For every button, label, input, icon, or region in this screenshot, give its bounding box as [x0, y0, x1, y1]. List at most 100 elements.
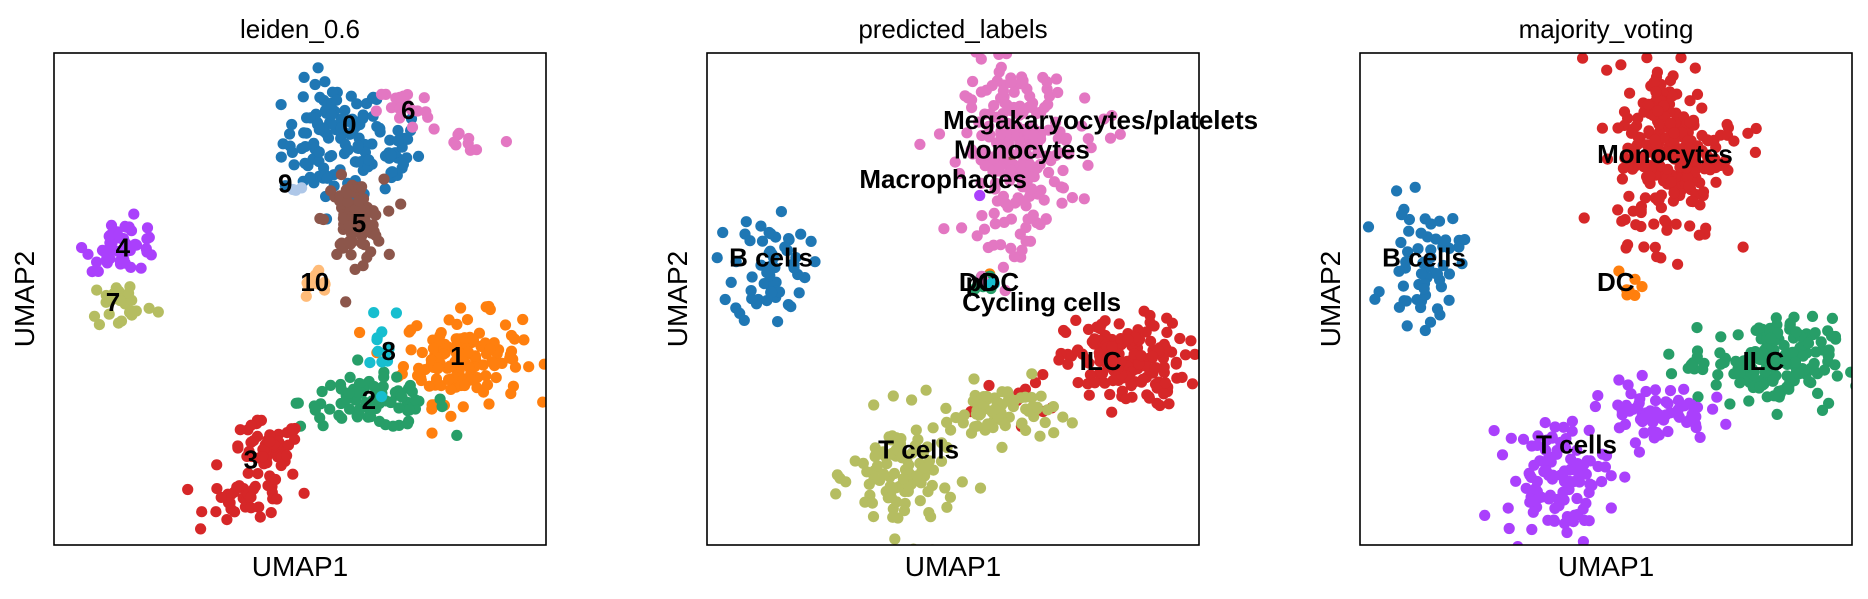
point-monocytes — [1027, 97, 1039, 109]
point-t-cells — [867, 510, 880, 523]
point-ilc — [1146, 350, 1158, 363]
point-2 — [343, 387, 355, 399]
point-t-cells — [1619, 471, 1631, 483]
point-t-cells — [885, 491, 898, 503]
point-t-cells — [1625, 388, 1637, 400]
point-b-cells — [1443, 294, 1455, 306]
point-monocytes — [995, 128, 1007, 140]
point-t-cells — [982, 418, 994, 430]
point-monocytes — [1045, 155, 1057, 167]
point-3 — [221, 514, 233, 526]
y-axis-label: UMAP2 — [9, 251, 40, 347]
point-t-cells — [918, 462, 931, 474]
point-0 — [298, 127, 310, 139]
point-ilc — [1783, 383, 1795, 395]
point-t-cells — [1641, 411, 1653, 423]
point-2 — [316, 385, 328, 398]
points-group — [711, 53, 1199, 545]
point-monocytes — [989, 218, 1001, 230]
point-monocytes — [1668, 127, 1680, 139]
point-monocytes — [1042, 98, 1054, 111]
point-monocytes — [1683, 142, 1695, 154]
point-1 — [445, 383, 457, 395]
point-ilc — [1797, 350, 1809, 362]
point-monocytes — [1596, 122, 1608, 134]
category-label: ILC — [1742, 346, 1784, 376]
point-t-cells — [1517, 433, 1530, 445]
point-2 — [387, 420, 399, 432]
point-0 — [275, 99, 287, 111]
point-b-cells — [1459, 234, 1471, 246]
point-3 — [245, 419, 257, 431]
point-4 — [96, 244, 109, 256]
point-t-cells — [857, 457, 869, 469]
point-3 — [275, 459, 287, 472]
point-5 — [343, 236, 355, 248]
point-b-cells — [773, 286, 786, 298]
point-2 — [434, 393, 446, 405]
point-t-cells — [914, 495, 926, 507]
point-4 — [114, 255, 126, 267]
point-t-cells — [1711, 391, 1723, 403]
point-ilc — [1037, 369, 1049, 381]
point-monocytes — [1612, 204, 1624, 216]
point-1 — [463, 361, 475, 373]
point-4 — [141, 222, 154, 234]
category-label: pDC — [966, 267, 1020, 297]
point-monocytes — [1750, 122, 1762, 135]
plot-frame — [706, 52, 1200, 546]
point-0 — [288, 159, 300, 171]
point-monocytes — [1019, 195, 1031, 207]
point-t-cells — [898, 505, 911, 517]
point-ilc — [1803, 375, 1815, 387]
point-b-cells — [1409, 181, 1421, 193]
point-1 — [430, 373, 443, 385]
point-0 — [397, 158, 409, 170]
point-1 — [435, 327, 447, 339]
point-10 — [303, 273, 315, 285]
point-monocytes — [999, 284, 1011, 297]
point-t-cells — [1524, 559, 1535, 570]
point-monocytes — [1053, 147, 1065, 159]
point-2 — [373, 415, 386, 427]
point-ilc — [1665, 368, 1678, 380]
point-monocytes — [1028, 129, 1040, 141]
point-monocytes — [975, 86, 988, 98]
point-t-cells — [1686, 399, 1698, 411]
point-b-cells — [744, 235, 756, 247]
point-monocytes — [988, 100, 1000, 112]
point-b-cells — [755, 220, 767, 232]
point-monocytes — [1043, 166, 1055, 179]
point-t-cells — [996, 386, 1008, 398]
point-10 — [300, 290, 312, 302]
point-2 — [325, 379, 337, 391]
point-1 — [423, 380, 435, 392]
point-8 — [368, 307, 380, 319]
point-ilc — [1845, 366, 1852, 378]
point-t-cells — [1549, 421, 1561, 433]
point-0 — [275, 151, 287, 163]
point-b-cells — [1393, 265, 1405, 277]
point-ilc — [1083, 389, 1095, 401]
point-5 — [342, 196, 354, 208]
point-2 — [352, 354, 364, 366]
point-macrophages — [974, 189, 986, 202]
point-t-cells — [958, 409, 970, 421]
point-monocytes — [1032, 147, 1044, 159]
point-4 — [105, 219, 118, 231]
point-0 — [357, 113, 369, 125]
point-0 — [352, 140, 364, 152]
point-monocytes — [1622, 239, 1634, 251]
point-b-cells — [783, 299, 795, 311]
point-1 — [405, 344, 417, 356]
point-1 — [483, 398, 495, 410]
point-b-cells — [1415, 301, 1427, 314]
point-1 — [354, 326, 366, 339]
point-1 — [397, 361, 409, 373]
point-0 — [309, 78, 321, 91]
point-monocytes — [1676, 151, 1688, 164]
point-b-cells — [761, 267, 773, 279]
point-5 — [383, 205, 395, 217]
point-ilc — [1158, 361, 1170, 373]
point-t-cells — [1008, 394, 1021, 407]
